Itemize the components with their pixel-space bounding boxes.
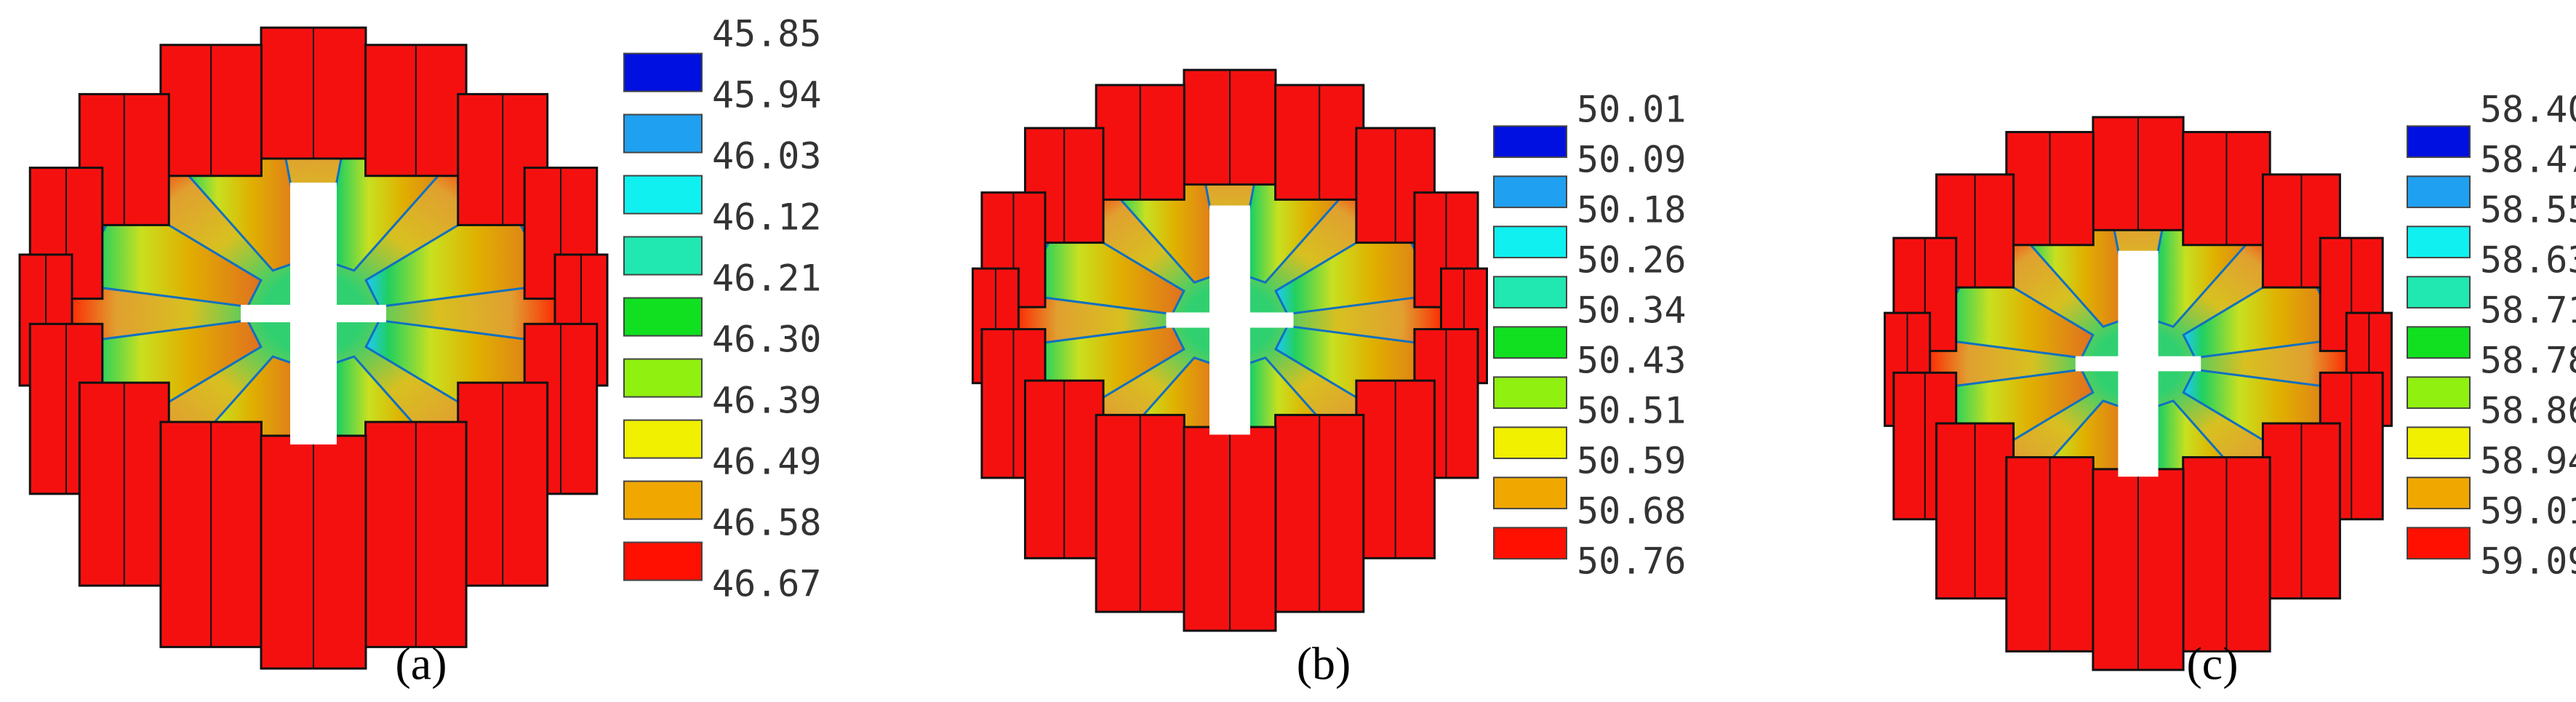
- panel: 58.40 58.47 58.55 58.63 58.71 58.78 58.86 58.94…: [1884, 89, 2576, 690]
- legend-label: 58.40: [2480, 89, 2576, 131]
- panel-caption: (c): [2186, 638, 2238, 690]
- legend-label: 50.09: [1577, 139, 1687, 181]
- panel-caption: (a): [395, 638, 447, 690]
- legend-swatch: [2407, 276, 2471, 309]
- legend-swatch: [1493, 376, 1567, 410]
- legend-label: 58.47: [2480, 139, 2576, 181]
- legend-label: 50.26: [1577, 239, 1687, 282]
- legend-label: 50.34: [1577, 290, 1687, 332]
- legend-label: 50.59: [1577, 440, 1687, 482]
- legend-swatch: [2407, 125, 2471, 159]
- legend-label: 59.09: [2480, 541, 2576, 583]
- legend-swatch: [1493, 476, 1567, 510]
- legend-swatch: [2407, 376, 2471, 410]
- legend-swatch: [1493, 426, 1567, 460]
- legend-label: 58.94: [2480, 440, 2576, 482]
- legend-swatch: [2407, 426, 2471, 460]
- center-slot: [2075, 356, 2201, 372]
- legend-label: 46.03: [712, 135, 822, 178]
- legend-label: 46.30: [712, 319, 822, 361]
- legend-label: 58.55: [2480, 189, 2576, 231]
- legend-swatch: [623, 297, 703, 337]
- legend-label: 50.76: [1577, 541, 1687, 583]
- panel: 45.85 45.94 46.03 46.12 46.21 46.30 46.39 46.49…: [18, 13, 822, 690]
- legend-swatch: [1493, 527, 1567, 560]
- legend-label: 46.58: [712, 502, 822, 544]
- legend-swatch: [1493, 276, 1567, 309]
- legend-swatch: [1493, 226, 1567, 259]
- panel: 50.01 50.09 50.18 50.26 50.34 50.43 50.51 50.59…: [972, 68, 1687, 690]
- legend-label: 46.12: [712, 196, 822, 239]
- legend-swatch: [623, 541, 703, 581]
- legend-label: 46.67: [712, 563, 822, 605]
- panel-caption: (b): [1297, 638, 1351, 690]
- legend-swatch: [623, 236, 703, 276]
- legend-swatch: [623, 113, 703, 153]
- legend-swatch: [1493, 326, 1567, 359]
- legend-swatch: [2407, 527, 2471, 560]
- legend-swatch: [623, 175, 703, 215]
- legend-label: 58.78: [2480, 340, 2576, 382]
- center-slot: [241, 305, 386, 322]
- legend-label: 45.85: [712, 13, 822, 55]
- legend-swatch: [2407, 476, 2471, 510]
- legend-label: 50.43: [1577, 340, 1687, 382]
- legend-label: 50.01: [1577, 89, 1687, 131]
- legend-label: 46.49: [712, 441, 822, 483]
- legend-label: 50.18: [1577, 189, 1687, 231]
- legend-swatch: [2407, 326, 2471, 359]
- legend-swatch: [1493, 175, 1567, 209]
- legend-swatch: [623, 52, 703, 92]
- legend-label: 58.86: [2480, 390, 2576, 432]
- legend-swatch: [623, 419, 703, 459]
- legend-label: 58.71: [2480, 290, 2576, 332]
- legend-label: 50.51: [1577, 390, 1687, 432]
- legend-label: 50.68: [1577, 490, 1687, 533]
- legend-label: 46.39: [712, 380, 822, 422]
- legend-label: 46.21: [712, 258, 822, 300]
- legend-label: 59.01: [2480, 490, 2576, 533]
- legend-label: 45.94: [712, 74, 822, 116]
- legend-swatch: [2407, 226, 2471, 259]
- legend-label: 58.63: [2480, 239, 2576, 282]
- center-slot: [1166, 312, 1294, 328]
- legend-swatch: [1493, 125, 1567, 159]
- legend-swatch: [623, 480, 703, 520]
- legend-swatch: [2407, 175, 2471, 209]
- legend-swatch: [623, 358, 703, 398]
